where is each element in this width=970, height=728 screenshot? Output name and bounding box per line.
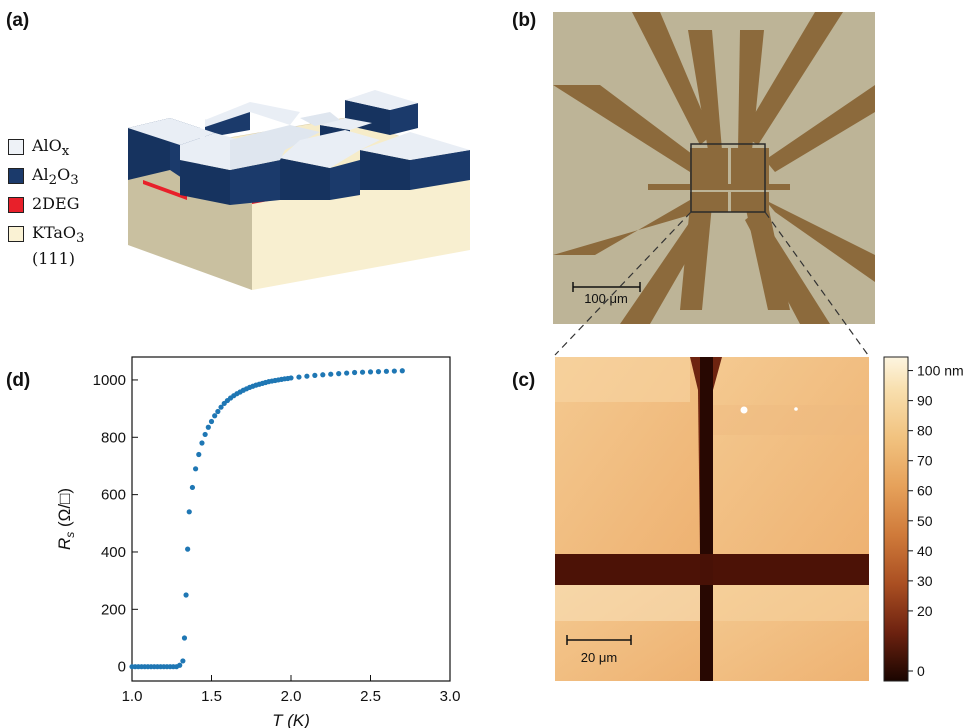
al2o3-swatch — [8, 168, 24, 184]
panel-label-d: (d) — [6, 370, 31, 391]
zoom-line-left — [554, 211, 692, 356]
ktao3-swatch — [8, 226, 24, 242]
data-point — [288, 375, 294, 381]
data-point — [383, 368, 389, 374]
legend-item-ktao3: KTaO3 (111) — [8, 223, 128, 269]
panel-label-c: (c) — [512, 370, 536, 391]
colorbar-tick-label: 60 — [917, 483, 933, 499]
optical-micrograph: 100 μm — [553, 12, 875, 324]
colorbar-tick-label: 70 — [917, 453, 933, 469]
data-point — [205, 424, 211, 430]
legend-label-alox: AlOx — [32, 136, 70, 160]
y-tick-label: 0 — [118, 659, 126, 676]
gold-electrodes — [553, 12, 875, 324]
x-tick-label: 1.0 — [122, 688, 143, 705]
colorbar-tick-label: 100 nm — [917, 363, 964, 379]
data-point — [320, 372, 326, 378]
y-tick-label: 800 — [101, 429, 126, 446]
data-point — [367, 369, 374, 375]
plot-frame — [131, 356, 451, 682]
legend-label-al2o3: Al2O3 — [32, 165, 79, 189]
afm-scale-label: 20 μm — [581, 650, 617, 665]
alox-tops — [128, 90, 470, 170]
afm-pad-top-left — [555, 357, 700, 554]
data-point — [312, 372, 318, 378]
zoom-region-box — [690, 143, 766, 213]
legend-item-alox: AlOx — [8, 136, 128, 165]
y-tick-label: 600 — [101, 487, 126, 504]
afm-particle — [740, 406, 748, 414]
x-tick-label: 2.0 — [281, 688, 302, 705]
2deg-stripe-left — [143, 180, 187, 200]
y-tick-label: 200 — [101, 601, 126, 618]
data-point — [399, 368, 405, 374]
y-axis-title: Rs (Ω/□) — [55, 488, 77, 550]
colorbar-tick-label: 0 — [917, 663, 925, 679]
data-point — [344, 370, 350, 376]
data-point — [215, 408, 221, 415]
legend-label-2deg: 2DEG — [32, 194, 80, 213]
x-tick-label: 3.0 — [440, 688, 461, 705]
micrograph-scale-label: 100 μm — [584, 291, 628, 306]
alox-swatch — [8, 139, 24, 155]
rs-vs-t-chart: 1.0 1.5 2.0 2.5 3.0 0 200 400 600 800 1000 T (K) R… — [55, 356, 461, 728]
afm-colorbar: 100 nm 90 80 70 60 50 40 30 20 0 — [883, 356, 964, 682]
data-point — [359, 369, 366, 375]
afm-image: 20 μm — [555, 357, 869, 681]
data-point — [352, 369, 358, 376]
afm-pad-top-right — [713, 357, 869, 554]
colorbar-tick-label: 50 — [917, 513, 933, 529]
device-schematic — [127, 90, 471, 290]
layer-legend: AlOx Al2O3 2DEG KTaO3 (111) — [8, 136, 128, 269]
zoom-line-right — [764, 211, 869, 356]
data-point — [199, 440, 205, 446]
x-axis-title: T (K) — [272, 711, 310, 728]
y-tick-label: 400 — [101, 544, 126, 561]
panel-label-b: (b) — [512, 10, 537, 31]
colorbar-tick-label: 30 — [917, 573, 933, 589]
legend-item-2deg: 2DEG — [8, 194, 128, 223]
data-point — [336, 371, 342, 377]
data-point — [375, 369, 382, 375]
x-tick-label: 2.5 — [360, 688, 381, 705]
data-point — [202, 431, 208, 438]
data-point — [177, 662, 183, 668]
colorbar-tick-label: 20 — [917, 603, 933, 619]
colorbar-tick-label: 40 — [917, 543, 933, 559]
data-point — [218, 404, 224, 410]
panel-label-a: (a) — [6, 10, 30, 31]
x-tick-label: 1.5 — [201, 688, 222, 705]
data-point — [186, 509, 192, 515]
data-point — [212, 413, 218, 419]
data-point — [183, 592, 189, 598]
colorbar-gradient — [883, 356, 909, 682]
y-tick-label: 1000 — [93, 372, 126, 389]
data-point — [189, 484, 196, 491]
data-point — [391, 368, 397, 374]
2deg-swatch — [8, 197, 24, 213]
data-point — [328, 371, 334, 377]
data-point — [296, 374, 302, 380]
data-point — [180, 658, 186, 664]
legend-item-al2o3: Al2O3 — [8, 165, 128, 194]
data-point — [304, 373, 310, 379]
data-point — [208, 418, 215, 425]
colorbar-tick-label: 80 — [917, 423, 933, 439]
data-point — [193, 466, 199, 472]
colorbar-tick-label: 90 — [917, 393, 933, 409]
data-point — [196, 451, 202, 458]
data-point — [181, 635, 188, 641]
data-point — [185, 546, 191, 552]
legend-label-ktao3: KTaO3 (111) — [32, 223, 85, 269]
